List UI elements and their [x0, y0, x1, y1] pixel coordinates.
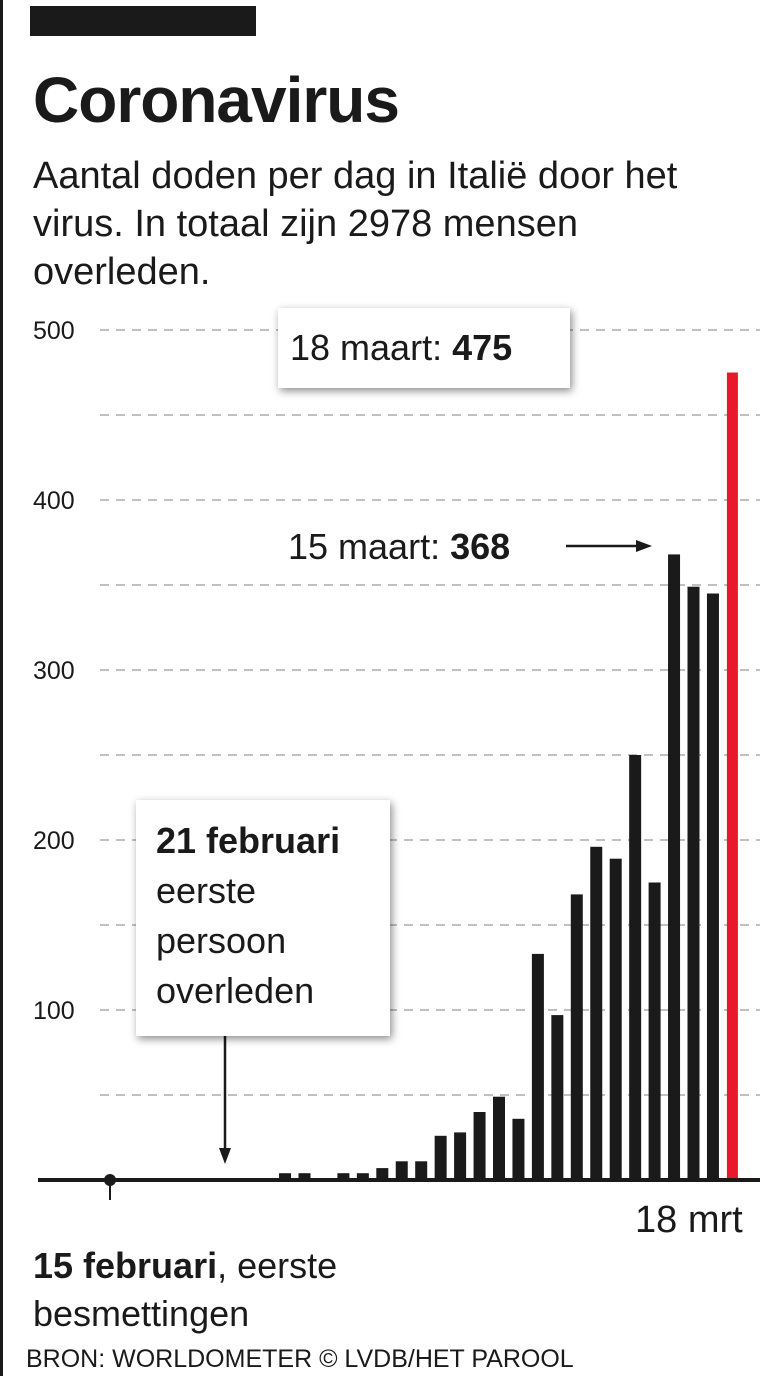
mid-annotation: 15 maart: 368 — [288, 522, 510, 572]
bar — [551, 1015, 564, 1180]
bar — [629, 755, 642, 1180]
bar — [454, 1132, 467, 1180]
peak-callout-pointer — [570, 345, 722, 366]
peak-value: 475 — [452, 327, 513, 368]
y-tick-label: 100 — [33, 997, 75, 1025]
y-tick-label: 300 — [33, 657, 75, 685]
bar — [337, 1173, 350, 1180]
start-annotation: 15 februari, eerste besmettingen — [33, 1242, 433, 1338]
bar — [668, 554, 681, 1180]
first-death-annotation: 21 februari eerste persoon overleden — [136, 800, 390, 1036]
header-bar — [30, 6, 256, 36]
bar — [279, 1173, 292, 1180]
source-credit: BRON: WORLDOMETER © LVDB/HET PAROOL — [26, 1345, 574, 1373]
bar — [570, 894, 583, 1180]
peak-annotation: 18 maart: 475 — [278, 308, 570, 388]
bar — [415, 1161, 428, 1180]
bar — [473, 1112, 486, 1180]
bar-chart: 100 200 300 400 500 — [33, 317, 760, 1200]
bar — [590, 846, 603, 1180]
bar — [706, 593, 719, 1180]
chart-subtitle: Aantal doden per dag in Italië door het … — [33, 155, 678, 293]
bar — [531, 953, 544, 1180]
first-death-line2: persoon — [156, 920, 287, 961]
first-death-date: 21 februari — [156, 820, 341, 861]
bar — [512, 1118, 525, 1180]
bar — [434, 1135, 447, 1180]
chart-title: Coronavirus — [33, 64, 400, 136]
y-tick-label: 400 — [33, 487, 75, 515]
bar-highlight — [726, 372, 738, 1180]
y-tick-label: 500 — [33, 317, 75, 345]
peak-date: 18 maart: — [290, 327, 443, 368]
mid-date: 15 maart: — [288, 526, 441, 567]
first-death-arrow-head — [219, 1148, 231, 1164]
end-date-label: 18 mrt — [635, 1199, 743, 1241]
left-rule — [0, 0, 3, 1376]
bar — [356, 1173, 369, 1180]
mid-arrow-head — [636, 540, 652, 552]
bar — [493, 1096, 505, 1180]
bar — [609, 858, 622, 1180]
bar — [376, 1168, 389, 1180]
first-death-line3: overleden — [156, 970, 315, 1011]
y-tick-label: 200 — [33, 827, 75, 855]
bar — [648, 882, 661, 1180]
start-text: , eerste besmettingen — [33, 1245, 338, 1334]
bar — [395, 1161, 408, 1180]
first-death-line1: eerste — [156, 870, 257, 911]
bar — [687, 586, 700, 1180]
bar — [298, 1173, 311, 1180]
mid-value: 368 — [450, 526, 511, 567]
start-date: 15 februari — [33, 1245, 218, 1286]
